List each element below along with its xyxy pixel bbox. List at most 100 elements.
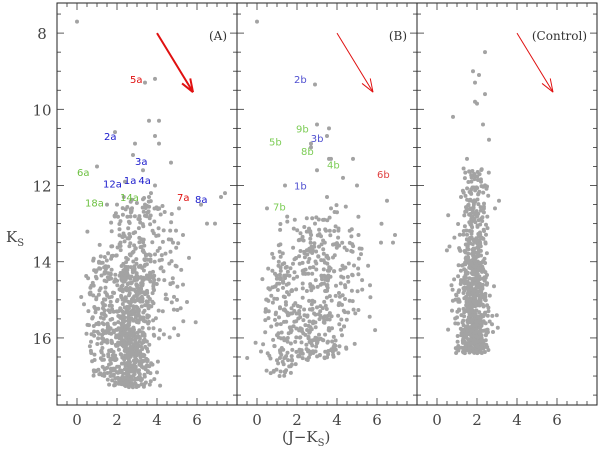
data-point [321,251,326,256]
data-point [166,237,171,242]
data-point [461,339,465,344]
data-point [124,255,129,260]
data-point [278,268,283,273]
data-point [169,259,174,264]
data-point [127,293,131,298]
data-point [144,253,148,258]
data-point [360,287,365,292]
data-point [140,341,144,346]
data-point [152,259,157,264]
data-point [474,236,479,241]
data-point [294,287,299,292]
data-point [144,339,149,344]
data-point [278,349,283,354]
data-point [352,263,356,268]
data-point [347,298,352,303]
data-point [97,372,102,377]
data-point [139,245,144,249]
data-point [464,259,468,264]
data-point [292,217,297,222]
data-point [264,297,269,302]
data-point [130,328,135,333]
data-point [155,359,160,364]
data-point [325,340,330,345]
data-point [385,198,389,203]
data-point [483,333,488,338]
data-point [152,206,157,211]
source-label: 1a [124,176,137,187]
data-point [444,248,449,253]
data-point [122,305,127,310]
data-point [477,73,481,78]
data-point [106,324,111,329]
data-point [481,304,486,309]
y-tick-label: 14 [32,254,51,272]
data-point [134,201,139,205]
data-point [479,346,483,351]
data-point [115,327,120,332]
data-point [121,268,126,273]
data-point [107,295,112,300]
data-point [157,328,162,333]
data-point [471,289,476,294]
data-point [379,221,384,226]
data-point [467,207,472,212]
source-label: 4b [327,161,340,172]
data-point [168,249,173,254]
data-point [314,267,319,272]
data-point [160,309,165,314]
data-point [341,175,345,180]
data-point [302,225,307,229]
data-point [478,350,483,355]
data-point [290,347,295,352]
source-label: 7a [177,193,190,204]
data-point [309,145,313,150]
data-point [179,267,184,272]
data-point [306,271,311,276]
data-point [451,114,455,119]
data-point [255,19,259,24]
data-point [469,214,474,219]
data-point [275,358,279,363]
data-point [136,343,141,348]
data-point [321,238,326,243]
data-point [176,241,181,246]
data-point [85,229,90,234]
data-point [359,252,363,257]
data-point [132,214,137,219]
data-point [99,349,104,354]
data-point [298,249,303,253]
data-point [148,222,153,227]
data-point [467,190,472,194]
data-point [89,339,93,344]
data-point [342,310,347,315]
data-point [472,216,477,221]
data-point [193,320,198,325]
data-point [329,298,334,303]
data-point [101,297,106,302]
data-point [313,278,318,283]
data-point [356,233,361,237]
source-label: 7b [273,202,286,213]
reddening-vector [516,32,554,93]
data-point [147,364,152,369]
data-point [107,303,112,308]
data-point [282,273,287,278]
data-point [108,361,113,366]
data-point [330,326,334,331]
data-point [118,248,123,253]
data-point [113,321,117,326]
data-point [355,183,359,188]
data-point [481,282,485,287]
data-point [133,141,137,146]
data-point [452,277,457,282]
data-point [482,278,487,283]
data-point [151,269,155,274]
data-point [108,299,113,304]
data-point [315,233,320,238]
data-point [169,212,174,216]
data-point [464,207,469,211]
data-point [296,353,301,358]
data-point [88,348,93,353]
